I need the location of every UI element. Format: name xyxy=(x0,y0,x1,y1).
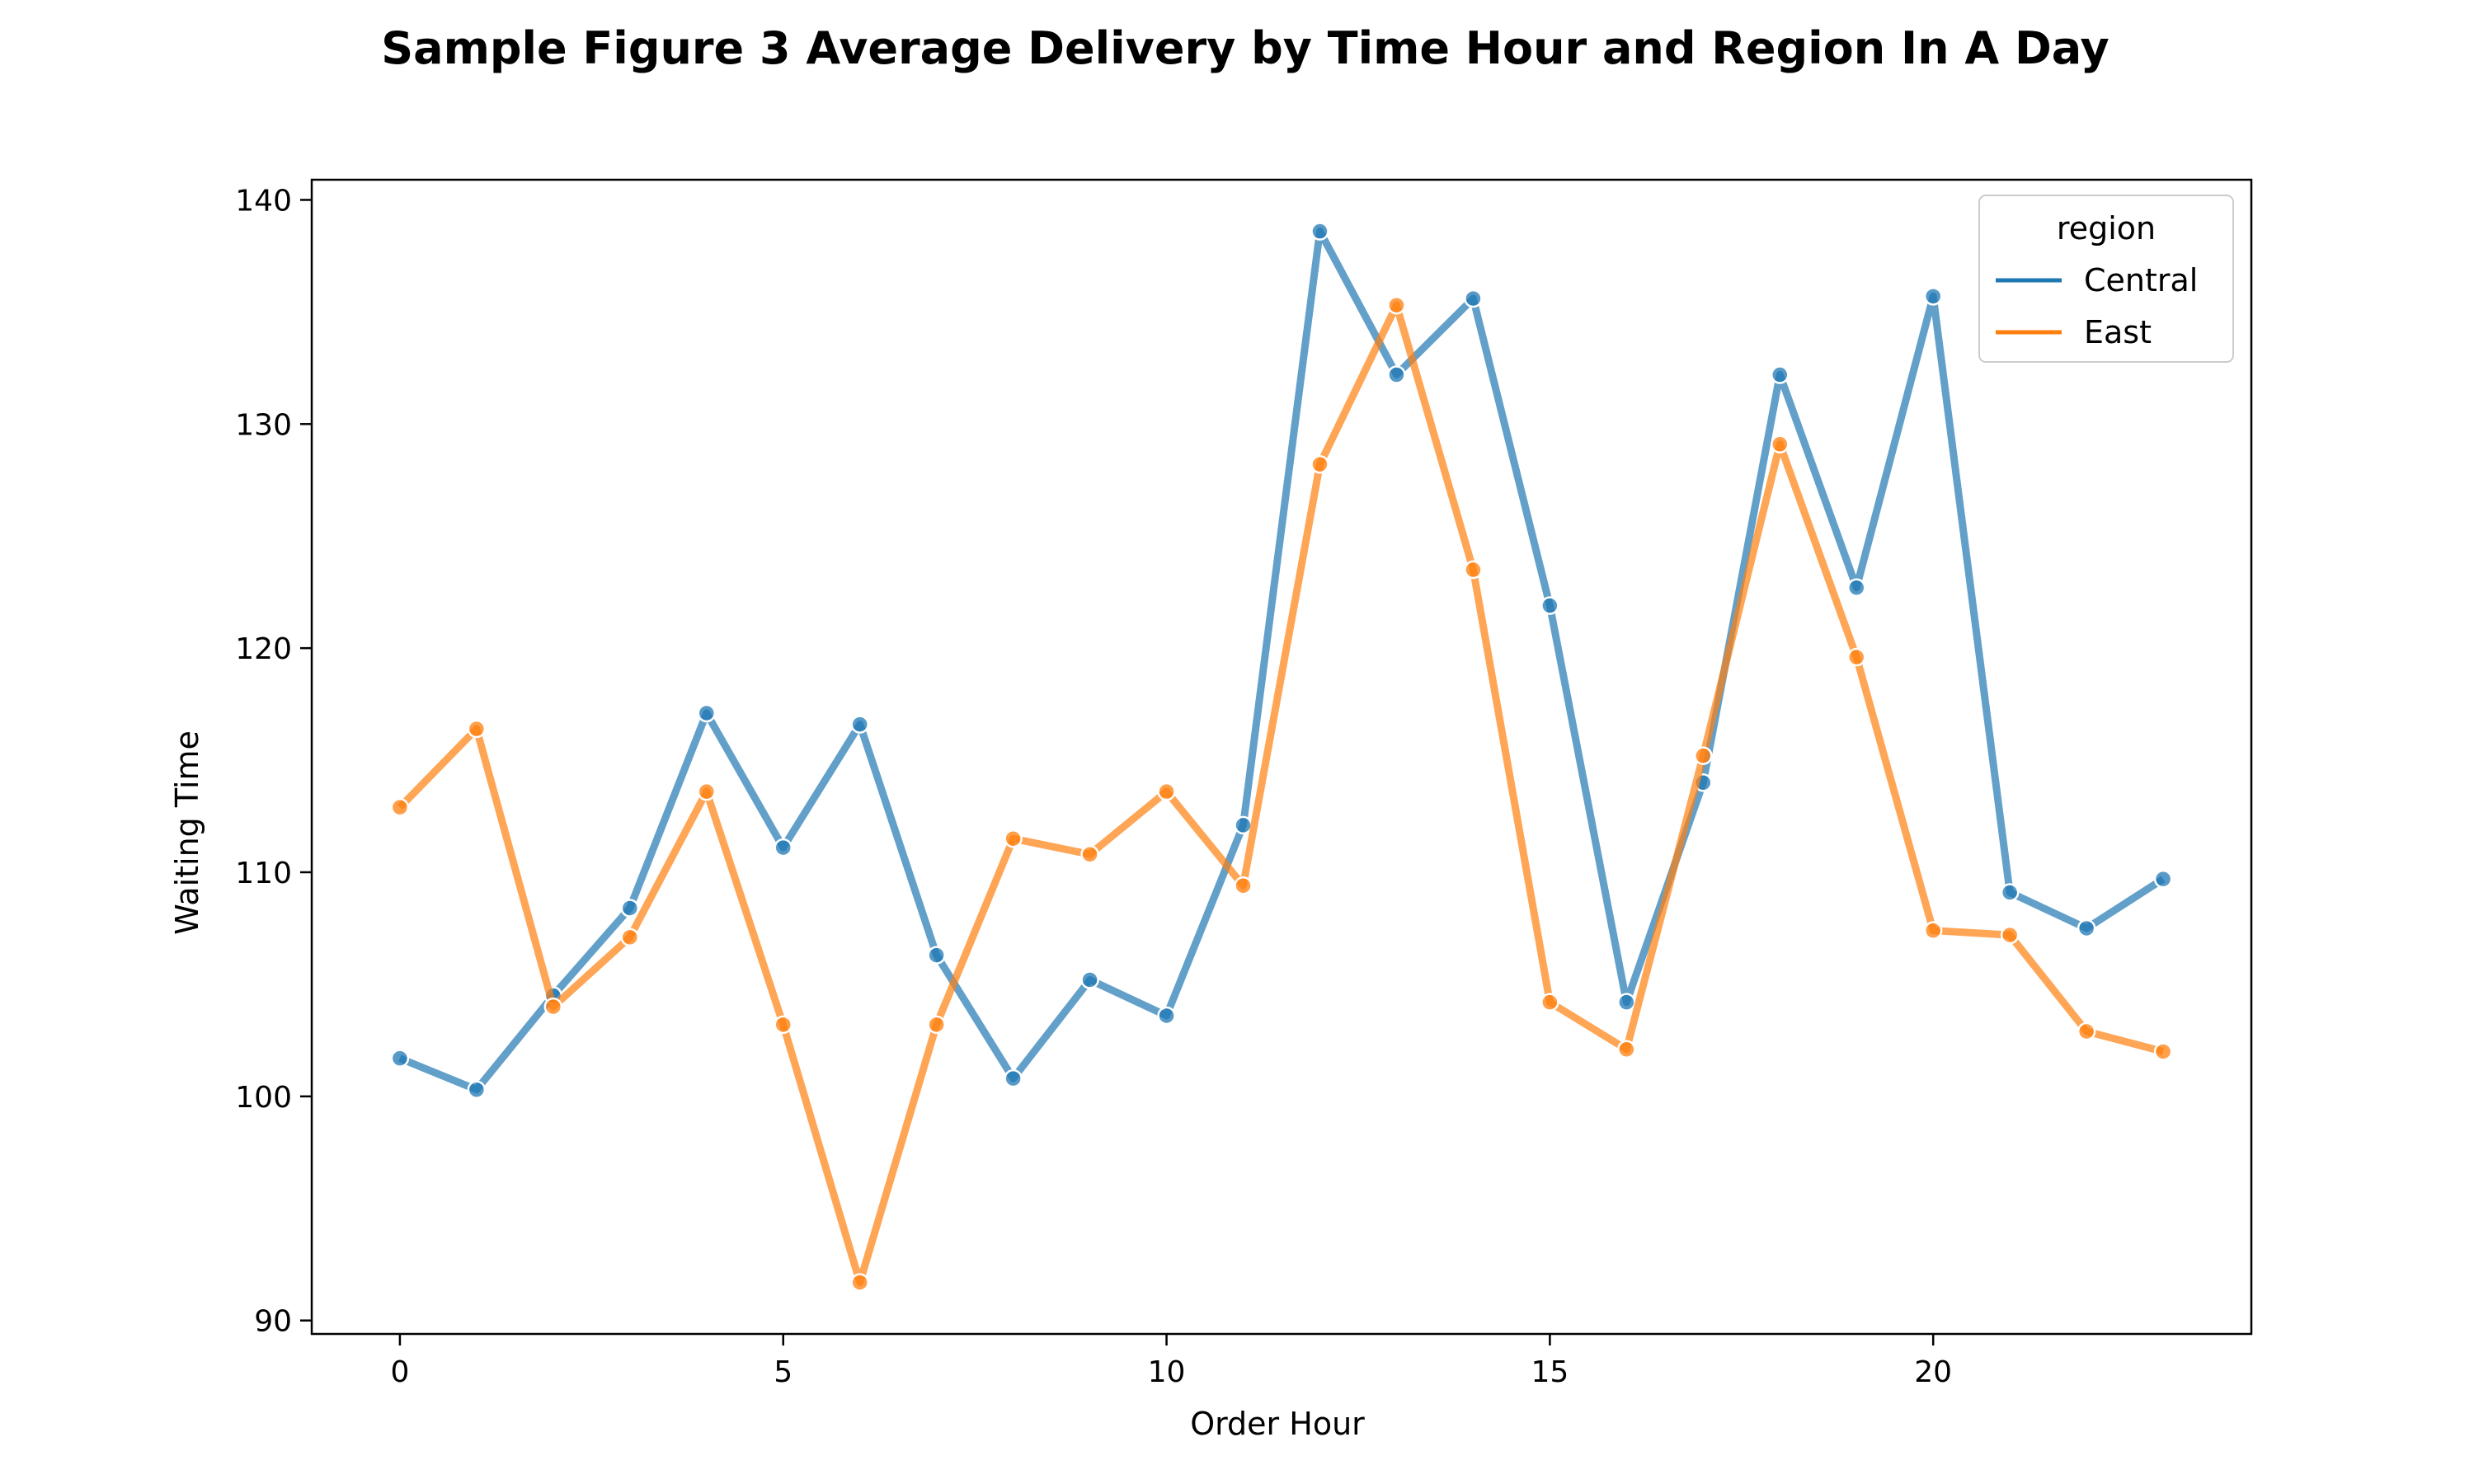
x-tick-label: 15 xyxy=(1531,1355,1569,1389)
legend-label-east: East xyxy=(2084,314,2152,350)
data-point-central xyxy=(2077,918,2096,938)
legend: region Central East xyxy=(1978,195,2234,363)
x-axis: 0 5 10 15 20 xyxy=(390,1334,1952,1389)
data-point-east xyxy=(850,1273,869,1292)
data-point-east xyxy=(2153,1042,2173,1061)
legend-box xyxy=(1978,195,2234,363)
y-tick-label: 120 xyxy=(235,632,292,666)
data-point-central xyxy=(2153,869,2173,889)
data-point-central xyxy=(1617,993,1636,1012)
series-layer xyxy=(390,222,2173,1292)
data-point-central xyxy=(1157,1006,1176,1026)
data-point-central xyxy=(774,838,793,857)
data-point-central xyxy=(1004,1068,1023,1088)
data-point-central xyxy=(1540,596,1559,615)
data-point-central xyxy=(697,703,717,723)
data-point-central xyxy=(1464,289,1483,308)
x-axis-label: Order Hour xyxy=(1190,1406,1365,1442)
data-point-east xyxy=(1464,560,1483,580)
y-tick-label: 100 xyxy=(235,1081,292,1115)
data-point-central xyxy=(390,1049,410,1068)
data-point-east xyxy=(1923,921,1943,940)
legend-entries: Central East xyxy=(1996,262,2198,350)
x-tick-label: 0 xyxy=(390,1355,409,1389)
data-point-east xyxy=(1617,1040,1636,1059)
data-point-east xyxy=(620,928,640,947)
data-point-central xyxy=(2000,883,2020,902)
data-point-east xyxy=(1540,993,1559,1012)
data-point-central xyxy=(1771,365,1790,384)
data-point-east xyxy=(1234,876,1253,895)
data-point-east xyxy=(1694,746,1713,765)
data-point-east xyxy=(1771,434,1790,454)
data-point-east xyxy=(2000,925,2020,945)
data-point-east xyxy=(1157,782,1176,801)
legend-title: region xyxy=(2057,210,2156,247)
data-point-central xyxy=(1387,365,1406,384)
series-line-central xyxy=(398,228,2166,1094)
data-point-east xyxy=(467,719,487,739)
x-tick-label: 20 xyxy=(1914,1355,1952,1389)
data-point-central xyxy=(1080,970,1099,989)
y-tick-label: 90 xyxy=(254,1305,292,1339)
y-tick-label: 130 xyxy=(235,408,292,442)
legend-label-central: Central xyxy=(2084,262,2198,298)
data-point-central xyxy=(1846,578,1866,598)
y-tick-label: 110 xyxy=(235,857,292,890)
data-point-east xyxy=(543,997,563,1017)
data-point-east xyxy=(1004,829,1023,848)
x-tick-label: 5 xyxy=(774,1355,793,1389)
data-point-central xyxy=(850,715,869,734)
data-point-east xyxy=(1846,647,1866,667)
series-line-east xyxy=(397,301,2165,1286)
chart-title: Sample Figure 3 Average Delivery by Time… xyxy=(381,22,2109,74)
data-point-east xyxy=(1387,295,1406,315)
data-point-central xyxy=(1923,287,1943,306)
y-axis: 90 100 110 120 130 140 xyxy=(235,184,312,1339)
data-point-east xyxy=(927,1015,946,1035)
y-axis-label: Waiting Time xyxy=(169,730,205,935)
x-tick-label: 10 xyxy=(1148,1355,1186,1389)
data-point-east xyxy=(697,782,717,801)
y-tick-label: 140 xyxy=(235,184,292,218)
data-point-east xyxy=(774,1015,793,1035)
data-point-central xyxy=(927,946,946,965)
data-point-central xyxy=(467,1080,487,1099)
data-point-central xyxy=(1234,815,1253,835)
data-point-central xyxy=(1310,222,1329,241)
data-point-east xyxy=(1080,845,1099,864)
data-point-east xyxy=(2077,1021,2096,1041)
data-point-east xyxy=(1310,454,1329,474)
data-point-central xyxy=(620,899,640,918)
data-point-east xyxy=(390,797,410,817)
plot-frame xyxy=(310,178,2253,1336)
